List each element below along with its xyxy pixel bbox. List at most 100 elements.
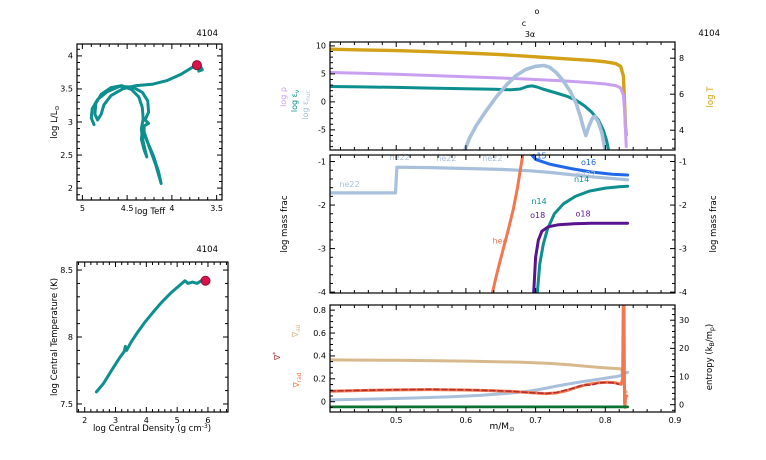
label-rich: entropy (kB/mp) <box>705 324 716 390</box>
label-10: 10 <box>679 372 689 381</box>
label-o16: o16 <box>581 158 596 167</box>
label-2: 2 <box>68 184 73 193</box>
label--2: -2 <box>679 201 687 210</box>
label-n14: n14 <box>574 175 589 184</box>
label-ne22: ne22 <box>576 170 596 179</box>
label-8: 8 <box>68 333 73 342</box>
current-model-marker <box>191 60 202 71</box>
label-log teff: log Teff <box>135 207 167 217</box>
label-rich: log εnuc <box>301 90 312 120</box>
label--1: -1 <box>318 157 326 166</box>
label-rich: log L/L⊙ <box>50 105 61 138</box>
series-log-rho <box>330 71 628 149</box>
label-0.8: 0.8 <box>599 416 612 425</box>
panel-box-profile-grad <box>329 304 676 413</box>
label-8.5: 8.5 <box>60 266 73 275</box>
label-log central temperature (k): log Central Temperature (K) <box>50 278 60 396</box>
label--5: -5 <box>318 126 326 135</box>
label--3: -3 <box>318 244 326 253</box>
label-2: 2 <box>82 416 87 425</box>
panel-trho <box>94 277 207 394</box>
label-20: 20 <box>679 344 689 353</box>
series-entropy <box>330 364 630 402</box>
series-ne22 <box>330 165 630 195</box>
label-6: 6 <box>679 90 684 99</box>
label--2: -2 <box>318 201 326 210</box>
label-o15: o15 <box>532 151 547 160</box>
label-o18: o18 <box>575 209 590 218</box>
label-ne22: ne22 <box>390 153 410 162</box>
label-3: 3 <box>68 118 73 127</box>
current-model-marker <box>200 275 211 286</box>
label-0.7: 0.7 <box>529 416 542 425</box>
label-5: 5 <box>80 204 85 213</box>
series-central-trho-track <box>94 277 207 394</box>
label-log mass frac: log mass frac <box>709 195 719 252</box>
label-2.5: 2.5 <box>60 151 73 160</box>
label-0.6: 0.6 <box>313 329 326 338</box>
series-log-T <box>330 47 628 137</box>
panel-profile-grad <box>330 305 630 409</box>
series-grad-rad <box>330 305 629 409</box>
label-4: 4 <box>68 52 73 61</box>
series-grad-star <box>330 381 620 395</box>
label--3: -3 <box>679 244 687 253</box>
panel-profile-abund <box>330 155 630 293</box>
label-0.5: 0.5 <box>390 416 403 425</box>
label--4: -4 <box>318 288 326 297</box>
label-0.9: 0.9 <box>669 416 682 425</box>
label-o: o <box>535 7 540 16</box>
label-4: 4 <box>679 126 684 135</box>
panel-hr <box>89 63 204 185</box>
label--4: -4 <box>679 288 687 297</box>
label-0: 0 <box>679 400 684 409</box>
label-4: 4 <box>144 416 149 425</box>
label-log mass frac: log mass frac <box>280 195 290 252</box>
label-10: 10 <box>316 42 326 51</box>
series-o18 <box>532 221 630 293</box>
label-5: 5 <box>175 416 180 425</box>
label-0: 0 <box>321 98 326 107</box>
label-0.2: 0.2 <box>313 375 326 384</box>
series-hr-track <box>89 63 204 185</box>
label-4104: 4104 <box>196 29 218 39</box>
series-he4 <box>490 155 525 293</box>
label-4.5: 4.5 <box>121 204 134 213</box>
series-n14 <box>535 184 630 293</box>
label-4104: 4104 <box>196 245 218 255</box>
series-log-eps-nuc <box>462 63 607 150</box>
label-5: 5 <box>321 70 326 79</box>
label-rich: ∇rad <box>292 372 303 388</box>
label-3: 3 <box>113 416 118 425</box>
label-rich: ∇ad <box>291 324 302 338</box>
label-4: 4 <box>169 204 174 213</box>
panel-profile-top <box>330 47 628 150</box>
label-o18: o18 <box>530 211 545 220</box>
label-rich: ∇* <box>273 352 282 361</box>
panel-box-profile-abund <box>329 154 676 294</box>
label-30: 30 <box>679 316 689 325</box>
label-0.6: 0.6 <box>460 416 473 425</box>
label-rich: m/M⊙ <box>490 422 515 433</box>
label-he4: he4 <box>493 236 508 245</box>
label--1: -1 <box>679 157 687 166</box>
label-c: c <box>522 19 526 28</box>
label-ne22: ne22 <box>436 154 456 163</box>
label-3.5: 3.5 <box>210 204 223 213</box>
label-log ρ: log ρ <box>279 87 288 107</box>
label-0.8: 0.8 <box>313 306 326 315</box>
label-0: 0 <box>321 398 326 407</box>
label-4104: 4104 <box>698 29 720 39</box>
label-0.4: 0.4 <box>313 352 326 361</box>
label-3.5: 3.5 <box>60 85 73 94</box>
label-log t: log T <box>706 86 716 108</box>
label-rich: log εν <box>290 90 301 112</box>
label-6: 6 <box>205 416 210 425</box>
label-ne22: ne22 <box>482 154 502 163</box>
label-ne22: ne22 <box>339 180 359 189</box>
label-rich: log Central Density (g cm-3) <box>93 423 211 434</box>
label-7.5: 7.5 <box>60 400 73 409</box>
label-3α: 3α <box>525 30 535 39</box>
